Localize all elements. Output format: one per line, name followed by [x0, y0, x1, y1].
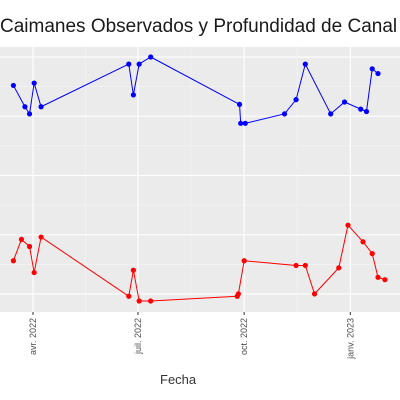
data-point	[358, 106, 364, 112]
data-point	[369, 66, 375, 72]
minor-gridlines	[0, 47, 400, 312]
data-point	[241, 258, 247, 264]
data-point	[328, 111, 334, 117]
data-point	[235, 291, 241, 297]
data-point	[126, 61, 132, 67]
data-point	[26, 111, 33, 117]
data-point	[31, 80, 37, 86]
x-tick-label: avr. 2022	[28, 318, 38, 355]
data-point	[38, 104, 44, 110]
data-point	[336, 265, 342, 271]
data-point	[375, 274, 381, 280]
data-point	[238, 120, 244, 126]
data-point	[22, 104, 28, 110]
data-point	[18, 236, 25, 243]
data-point	[136, 61, 142, 67]
data-point	[10, 258, 16, 264]
data-point	[302, 61, 308, 67]
data-point	[375, 70, 381, 77]
data-point	[302, 262, 308, 269]
data-point	[311, 291, 318, 297]
data-point	[130, 267, 136, 273]
data-point	[293, 262, 299, 269]
data-point	[360, 239, 366, 245]
data-point	[38, 234, 44, 240]
x-tick-label: oct. 2022	[239, 318, 249, 355]
series-layer	[10, 54, 388, 304]
data-point	[126, 293, 132, 299]
chart-title: Caimanes Observados y Profundidad de Can…	[0, 16, 398, 37]
data-point	[148, 54, 154, 60]
x-tick-label: juil. 2022	[133, 318, 143, 355]
data-point	[136, 298, 142, 304]
data-point	[31, 269, 37, 276]
data-point	[130, 92, 136, 98]
data-point	[293, 97, 299, 103]
data-point	[148, 298, 154, 304]
x-axis-label: Fecha	[160, 372, 197, 387]
data-point	[236, 101, 243, 107]
data-point	[26, 243, 33, 250]
data-point	[382, 277, 388, 283]
data-point	[281, 111, 288, 117]
data-point	[363, 108, 370, 115]
x-tick-label: janv. 2023	[345, 318, 355, 360]
data-point	[345, 222, 351, 228]
data-point	[10, 82, 16, 89]
data-point	[369, 251, 375, 257]
plot-panel	[0, 47, 400, 312]
data-point	[341, 99, 348, 105]
data-point	[242, 120, 248, 126]
x-axis-ticks: avr. 2022 juil. 2022 oct. 2022 janv. 2023	[28, 312, 355, 360]
